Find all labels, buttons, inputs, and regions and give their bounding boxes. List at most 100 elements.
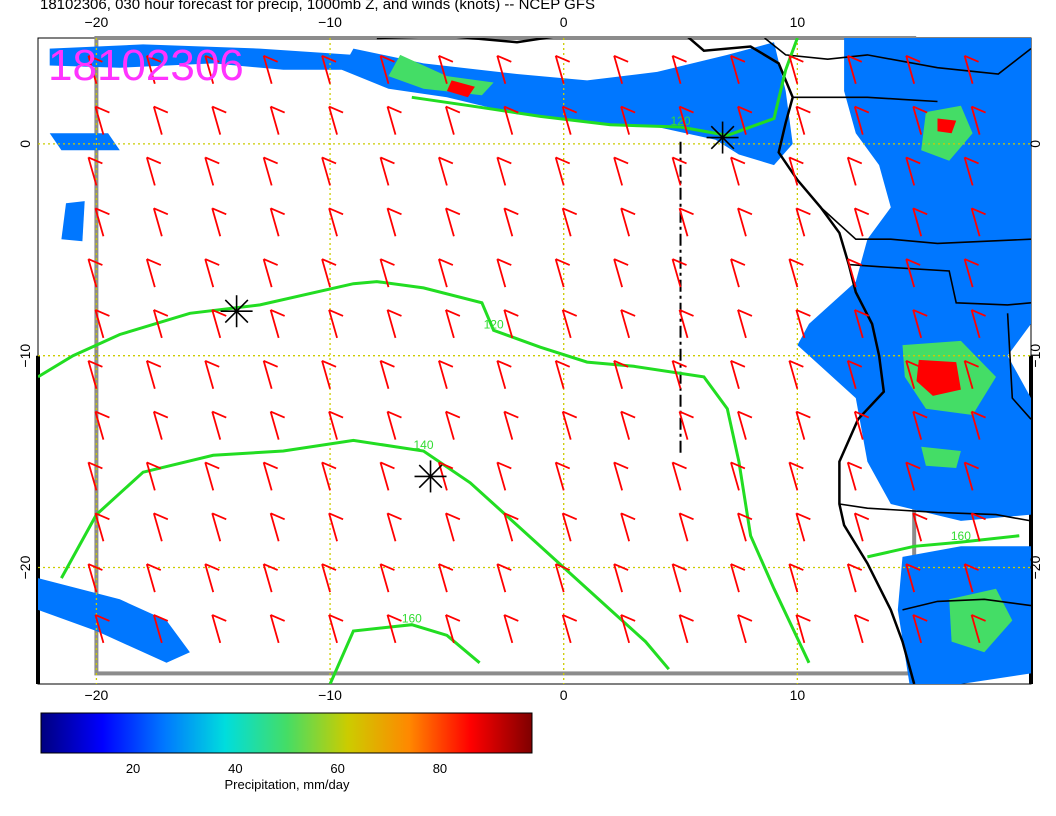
- barb-flag: [438, 359, 454, 368]
- barb-flag: [380, 54, 395, 63]
- wind-barb: [730, 563, 746, 593]
- barb-flag: [146, 563, 162, 571]
- wind-barb: [561, 410, 578, 440]
- wind-barb: [554, 461, 571, 491]
- barb-flag: [445, 512, 461, 521]
- barb-flag: [854, 309, 870, 317]
- barb-flag: [380, 461, 395, 470]
- barb-flag: [796, 207, 811, 216]
- height-contours: 120 120 140 160 160: [38, 38, 1020, 684]
- barb-staff: [620, 513, 630, 542]
- contour-label: 160: [951, 529, 971, 543]
- contour-line: [867, 534, 1020, 559]
- wind-barb: [269, 309, 286, 339]
- wind-barb: [503, 614, 519, 644]
- barb-flag: [146, 461, 162, 470]
- wind-barb: [795, 614, 811, 644]
- barb-flag: [964, 258, 979, 266]
- barb-staff: [211, 411, 222, 440]
- barb-staff: [503, 513, 514, 542]
- barb-staff: [204, 563, 215, 593]
- barb-flag: [796, 410, 811, 419]
- barb-flag: [854, 410, 870, 419]
- wind-barb: [204, 359, 220, 390]
- lon-tick-label-top: 10: [790, 14, 806, 30]
- barb-flag: [88, 156, 103, 165]
- barb-staff: [795, 309, 806, 339]
- barb-staff: [379, 563, 390, 593]
- barb-flag: [562, 309, 578, 317]
- barb-flag: [562, 410, 578, 419]
- barb-staff: [846, 55, 857, 85]
- barb-flag: [146, 258, 162, 266]
- wind-barb: [87, 563, 103, 593]
- barb-staff: [620, 614, 630, 644]
- barb-flag: [438, 563, 454, 571]
- wind-barb: [386, 614, 402, 644]
- barb-staff: [620, 309, 630, 339]
- barb-flag: [555, 258, 571, 266]
- barb-staff: [730, 462, 740, 491]
- barb-staff: [94, 411, 105, 440]
- contour-label: 160: [402, 612, 422, 626]
- wind-barb: [912, 309, 928, 339]
- barb-staff: [905, 55, 916, 85]
- barb-flag: [905, 563, 921, 571]
- barb-staff: [963, 462, 974, 491]
- barb-staff: [795, 513, 806, 542]
- precip-cell: [949, 588, 1013, 653]
- wind-barb: [438, 54, 454, 85]
- wind-barb: [853, 410, 870, 440]
- barb-flag: [270, 410, 286, 419]
- wind-barb: [211, 512, 227, 542]
- wind-barb: [554, 54, 571, 85]
- wind-barb: [262, 156, 279, 186]
- barb-staff: [87, 563, 98, 593]
- wind-barb: [503, 309, 519, 339]
- barb-flag: [555, 359, 571, 368]
- barb-staff: [386, 106, 397, 135]
- barb-staff: [386, 614, 397, 644]
- barb-staff: [503, 411, 514, 440]
- barb-flag: [679, 512, 694, 521]
- barb-flag: [613, 258, 629, 266]
- wind-barb: [730, 359, 746, 390]
- barb-staff: [386, 208, 397, 237]
- barb-flag: [737, 512, 753, 521]
- wind-barb: [204, 54, 220, 85]
- wind-barb: [671, 54, 687, 85]
- barb-flag: [321, 156, 337, 165]
- wind-barb: [912, 410, 928, 440]
- barb-flag: [503, 512, 519, 521]
- wind-barb: [321, 563, 337, 593]
- barb-flag: [321, 563, 337, 571]
- barb-staff: [788, 55, 799, 85]
- barb-flag: [496, 563, 512, 571]
- wind-barb: [379, 156, 395, 186]
- barb-staff: [613, 563, 623, 593]
- barb-staff: [321, 258, 331, 288]
- wind-barb: [152, 105, 169, 135]
- wind-barb: [321, 156, 337, 186]
- barb-flag: [912, 410, 928, 419]
- wind-barb: [87, 258, 103, 288]
- wind-barb: [963, 258, 979, 288]
- barb-flag: [672, 258, 687, 266]
- barb-flag: [496, 258, 512, 266]
- wind-barb: [152, 309, 169, 339]
- country-border: [764, 38, 1031, 75]
- wind-barb: [496, 359, 512, 390]
- wind-barb: [963, 359, 979, 390]
- barb-staff: [730, 360, 740, 390]
- barb-staff: [788, 258, 799, 288]
- barb-flag: [387, 105, 402, 114]
- wind-barb: [386, 410, 402, 440]
- barb-flag: [95, 512, 110, 521]
- pressure-center-asterisk: [414, 460, 447, 493]
- barb-staff: [905, 462, 916, 491]
- asterisk-stroke: [418, 464, 443, 489]
- wind-barb: [445, 410, 461, 440]
- barb-flag: [328, 512, 344, 521]
- barb-flag: [796, 614, 811, 622]
- barb-staff: [438, 55, 448, 85]
